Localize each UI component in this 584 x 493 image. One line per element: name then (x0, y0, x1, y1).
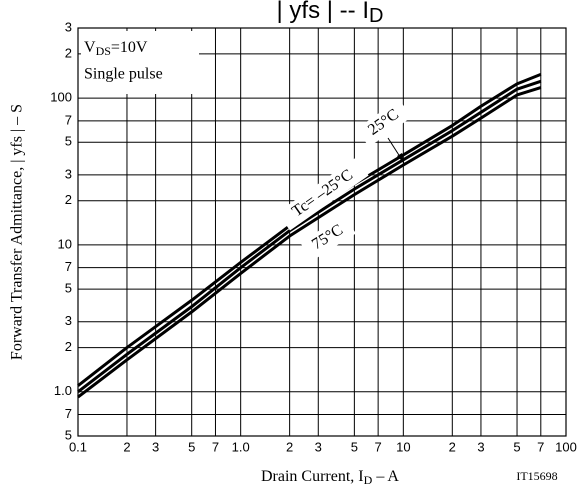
x-tick-label: 3 (152, 439, 159, 454)
y-tick-label: 2 (65, 192, 72, 207)
x-tick-label: 0.1 (69, 439, 87, 454)
condition-vds: VDS=10V (84, 39, 148, 58)
curve (77, 79, 542, 393)
y-tick-label: 3 (65, 166, 72, 181)
y-tick-label: 3 (65, 313, 72, 328)
y-tick-label: 100 (50, 90, 72, 105)
x-tick-label: 2 (123, 439, 130, 454)
x-tick-label: 10 (396, 439, 410, 454)
x-tick-label: 2 (286, 439, 293, 454)
y-tick-label: 7 (65, 112, 72, 127)
arrow-head (397, 153, 404, 163)
x-tick-label: 2 (449, 439, 456, 454)
y-tick-label: 7 (65, 406, 72, 421)
conditions-box (81, 31, 199, 94)
y-tick-label: 10 (58, 236, 72, 251)
title-subscript: D (369, 5, 383, 27)
x-label-text: Drain Current, I (261, 468, 364, 485)
condition-rest: =10V (111, 39, 148, 56)
y-tick-label: 2 (65, 339, 72, 354)
chart-title: | yfs | -- ID (277, 0, 384, 27)
label-bg (300, 214, 356, 262)
annotation-layer: 25°C Tc= –25°C 75°C (277, 99, 412, 262)
condition-text: V (84, 39, 96, 56)
x-tick-label: 5 (513, 439, 520, 454)
condition-subscript: DS (96, 44, 111, 58)
x-label-unit: – A (372, 468, 399, 485)
figure-code: IT15698 (516, 469, 557, 483)
y-tick-label: 5 (65, 281, 72, 296)
y-tick-label: 3 (65, 19, 72, 34)
x-tick-label: 1.0 (232, 439, 250, 454)
curve (77, 86, 542, 399)
condition-pulse: Single pulse (84, 66, 163, 83)
x-axis-label: Drain Current, ID – A (261, 468, 399, 487)
y-tick-label: 7 (65, 259, 72, 274)
label-bg (356, 99, 412, 147)
x-tick-label: 7 (212, 439, 219, 454)
x-tick-label: 100 (555, 439, 577, 454)
y-tick-label: 2 (65, 45, 72, 60)
y-tick-label: 5 (65, 134, 72, 149)
y-tick-label: 5 (65, 427, 72, 442)
label-bg (277, 157, 369, 231)
x-tick-label: 3 (315, 439, 322, 454)
x-tick-label: 5 (188, 439, 195, 454)
x-tick-label: 7 (375, 439, 382, 454)
y-tick-label: 1.0 (54, 383, 72, 398)
x-tick-label: 7 (537, 439, 544, 454)
y-axis-label: Forward Transfer Admittance, | yfs | – S (9, 104, 26, 360)
x-tick-label: 3 (477, 439, 484, 454)
title-text: | yfs | -- I (277, 0, 369, 24)
x-label-subscript: D (364, 473, 373, 487)
x-tick-label: 5 (351, 439, 358, 454)
